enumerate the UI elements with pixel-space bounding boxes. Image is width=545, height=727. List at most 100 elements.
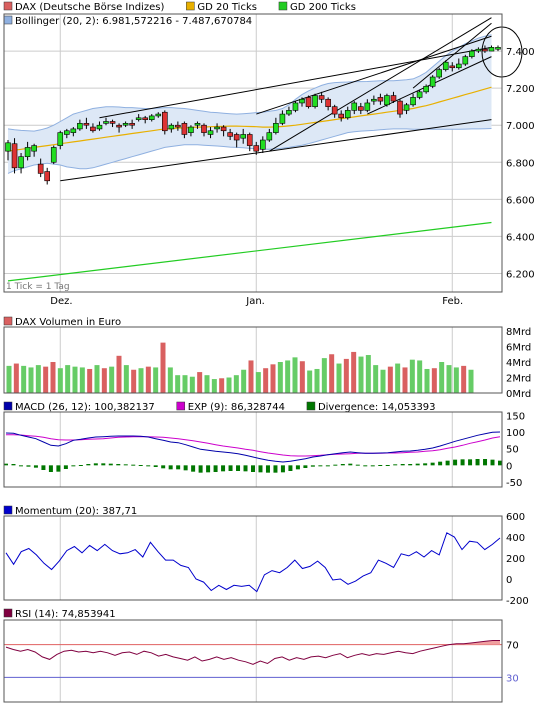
- candle-body-1: [11, 143, 18, 169]
- divergence-bar-3: [26, 465, 31, 467]
- candle-body-66: [436, 69, 443, 78]
- candle-body-29: [194, 123, 201, 126]
- divergence-bar-57: [430, 462, 435, 466]
- candle-body-38: [253, 145, 260, 152]
- candle-body-42: [279, 113, 286, 124]
- bollinger-band-fill: [8, 34, 492, 174]
- volume-bar-28: [211, 379, 217, 393]
- candle-body-72: [475, 48, 482, 52]
- price-ytick-6: 6.200: [506, 269, 535, 280]
- candle-body-22: [148, 115, 155, 120]
- candle-body-74: [488, 47, 495, 52]
- price-legend-label-1: GD 20 Ticks: [197, 2, 257, 13]
- volume-bar-52: [387, 366, 393, 393]
- candle-body-69: [455, 63, 462, 69]
- candle-body-54: [357, 106, 364, 111]
- macd-ytick-4: -50: [506, 478, 522, 489]
- divergence-bar-38: [288, 465, 293, 471]
- rsi-legend-swatch-0: [3, 608, 13, 618]
- candle-body-47: [312, 95, 318, 107]
- momentum-ytick-3: 0: [506, 575, 512, 586]
- volume-legend-swatch-0: [3, 316, 13, 326]
- volume-bar-59: [439, 362, 445, 393]
- volume-bar-11: [87, 368, 93, 393]
- trendline-1: [99, 46, 492, 119]
- rsi-ytick-1: 30: [506, 673, 519, 684]
- volume-bar-34: [255, 372, 261, 393]
- divergence-bar-30: [228, 465, 233, 471]
- price-ytick-1: 7.200: [506, 84, 535, 95]
- volume-bar-39: [292, 357, 298, 393]
- gd20-line: [7, 86, 492, 152]
- volume-bar-51: [380, 369, 386, 393]
- volume-bar-24: [182, 375, 188, 393]
- divergence-bar-34: [258, 465, 263, 473]
- divergence-bar-20: [153, 465, 158, 467]
- candle-body-57: [377, 97, 384, 102]
- divergence-bar-13: [101, 463, 106, 466]
- volume-bar-8: [65, 365, 71, 393]
- candle-body-36: [240, 134, 246, 139]
- candle-body-9: [64, 130, 70, 135]
- volume-bar-62: [461, 365, 467, 393]
- candle-body-43: [286, 110, 292, 115]
- macd-legend-label-2: Divergence: 14,053393: [318, 402, 436, 413]
- divergence-bar-55: [415, 463, 420, 466]
- candle-body-75: [495, 47, 501, 50]
- candle-body-63: [416, 91, 423, 98]
- divergence-bar-60: [453, 459, 458, 466]
- volume-bar-22: [167, 367, 173, 393]
- candle-body-56: [371, 98, 377, 102]
- volume-bar-40: [299, 361, 305, 393]
- volume-bar-15: [116, 355, 122, 393]
- divergence-bar-37: [280, 465, 285, 473]
- divergence-bar-66: [498, 460, 502, 466]
- volume-bar-20: [153, 367, 159, 393]
- volume-bar-49: [365, 355, 371, 393]
- price-legend-label-0: DAX (Deutsche Börse Indizes): [15, 2, 164, 13]
- volume-bar-9: [72, 366, 78, 393]
- volume-bar-7: [57, 368, 63, 393]
- candle-body-61: [403, 104, 410, 111]
- volume-bar-19: [145, 366, 151, 393]
- x-tick-2: Feb.: [442, 296, 463, 307]
- candle-body-10: [70, 128, 77, 133]
- candle-body-70: [462, 56, 469, 65]
- candle-body-73: [482, 48, 488, 52]
- candle-body-71: [469, 50, 475, 57]
- macd-legend-label-0: MACD (26, 12): 100,382137: [15, 402, 155, 413]
- candle-body-44: [292, 102, 299, 111]
- candle-body-50: [331, 106, 338, 115]
- divergence-bar-28: [213, 465, 218, 472]
- divergence-bar-9: [71, 465, 76, 467]
- divergence-bar-36: [273, 465, 278, 473]
- candle-body-33: [220, 126, 227, 132]
- divergence-bar-62: [468, 459, 473, 466]
- divergence-bar-42: [318, 465, 323, 467]
- bollinger-upper-line: [7, 34, 492, 132]
- candle-body-19: [129, 123, 135, 126]
- divergence-bar-64: [483, 459, 488, 466]
- volume-ytick-3: 2Mrd: [506, 374, 531, 385]
- volume-bar-50: [373, 365, 379, 393]
- candle-body-40: [266, 132, 273, 141]
- volume-bar-30: [226, 377, 232, 393]
- price-ytick-4: 6.600: [506, 195, 535, 206]
- candle-body-23: [155, 113, 162, 117]
- volume-bar-32: [241, 369, 247, 393]
- divergence-bar-43: [325, 465, 330, 467]
- rsi-line: [5, 640, 500, 665]
- divergence-bar-23: [176, 465, 181, 470]
- volume-bar-55: [409, 359, 415, 393]
- candle-body-55: [364, 102, 371, 111]
- price-ytick-5: 6.400: [506, 232, 535, 243]
- macd-panel-frame: [3, 411, 503, 488]
- candle-body-62: [410, 97, 416, 106]
- candle-body-28: [188, 126, 194, 133]
- trendline-5: [412, 22, 492, 89]
- macd-legend-swatch-0: [3, 401, 13, 411]
- gd200-line: [7, 221, 492, 282]
- divergence-bar-40: [303, 465, 308, 468]
- divergence-bar-8: [63, 465, 68, 469]
